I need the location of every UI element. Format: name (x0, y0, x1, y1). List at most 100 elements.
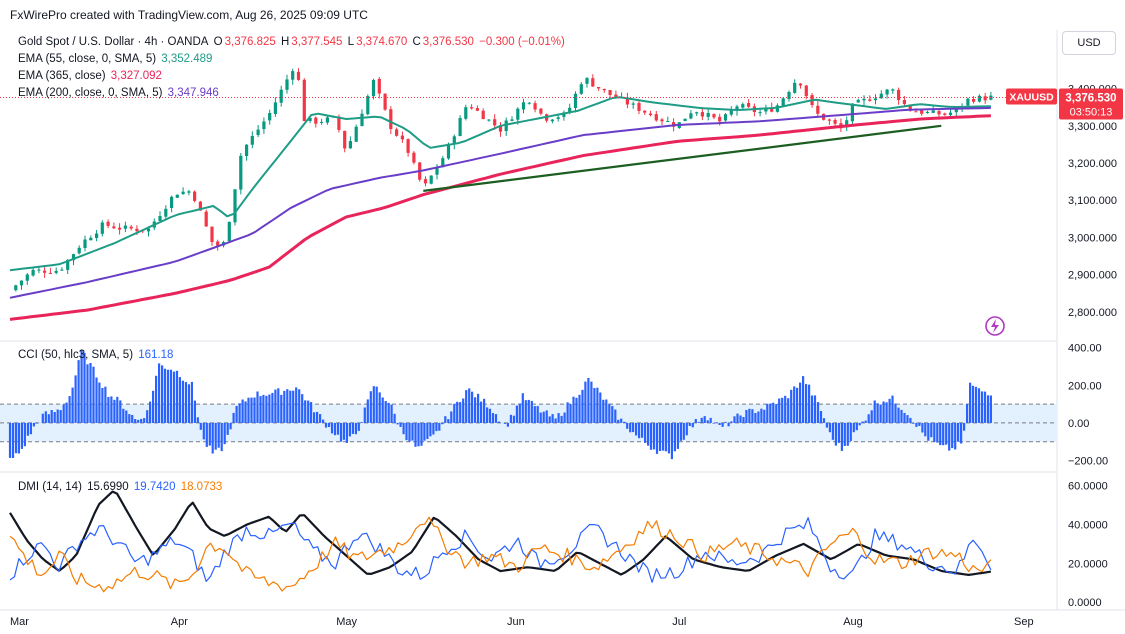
cci-bar (447, 419, 450, 423)
main-legend[interactable]: Gold Spot / U.S. Dollar · 4h · OANDA O 3,… (18, 36, 567, 48)
ema55-legend[interactable]: EMA (55, close, 0, SMA, 5) 3,352.489 (18, 53, 214, 65)
cci-bar (474, 397, 477, 423)
symbol-name: Gold Spot / U.S. Dollar · 4h · OANDA (18, 36, 209, 48)
cci-bar (933, 422, 936, 442)
cci-bar (769, 403, 772, 423)
cci-bar (691, 422, 694, 428)
symbol-badge-text: XAUUSD (1009, 92, 1054, 104)
cci-bar (26, 422, 29, 436)
candle-body (908, 104, 912, 111)
cci-bar (95, 377, 98, 423)
cci-legend[interactable]: CCI (50, hlc3, SMA, 5) 161.18 (18, 349, 175, 361)
cci-bar (614, 409, 617, 423)
candle-body (798, 83, 803, 86)
cci-bar (763, 409, 766, 423)
price-panel[interactable] (0, 68, 1057, 336)
cci-bar (799, 382, 802, 423)
flash-icon[interactable] (985, 316, 1005, 336)
cci-bar (459, 402, 462, 423)
cci-bar (196, 417, 199, 423)
cci-bar (846, 422, 849, 446)
candle-body (700, 112, 704, 117)
cci-bar (921, 422, 924, 433)
candle-body (227, 221, 231, 242)
ema365-label: EMA (365, close) (18, 70, 106, 82)
cci-bar (808, 384, 811, 423)
cci-bar (80, 350, 83, 423)
candle-body (764, 108, 768, 112)
price-tick-label: 2,800.000 (1068, 307, 1117, 319)
cci-bar (143, 418, 146, 423)
candle-body (296, 71, 301, 80)
candle-body (239, 155, 243, 190)
candle-body (729, 110, 733, 115)
cci-bar (971, 385, 975, 423)
dmi-panel[interactable] (9, 490, 992, 593)
candle-body (348, 141, 352, 149)
candle-body (879, 93, 883, 99)
cci-bar (894, 403, 897, 423)
cci-bar (316, 411, 319, 423)
cci-bar (906, 415, 909, 423)
cci-bar (864, 420, 867, 423)
dmi-label: DMI (14, 14) (18, 481, 82, 493)
cci-bar (527, 399, 530, 423)
cci-bar (199, 422, 202, 430)
ema200-legend[interactable]: EMA (200, close, 0, SMA, 5) 3,347.946 (18, 87, 221, 99)
cci-bar (304, 400, 307, 423)
cci-bar (670, 422, 673, 460)
cci-bar (324, 422, 328, 428)
cci-bar (927, 422, 930, 441)
cci-bar (635, 422, 638, 436)
dmi-adx-line[interactable] (9, 490, 992, 576)
cci-tick-label: 400.00 (1068, 343, 1102, 355)
candle-body (891, 89, 895, 91)
cci-bar (715, 422, 718, 423)
cci-bar (623, 421, 626, 423)
trendline[interactable] (423, 124, 942, 192)
cci-bar (104, 386, 107, 423)
cci-bar (647, 422, 650, 446)
ema55-label: EMA (55, close, 0, SMA, 5) (18, 53, 157, 65)
cci-bar (548, 416, 551, 423)
cci-bar (578, 394, 581, 423)
currency-button[interactable]: USD (1062, 31, 1116, 55)
ema55-line[interactable] (9, 96, 991, 272)
cci-bar (471, 391, 474, 423)
cci-bar (56, 409, 59, 423)
candle-body (931, 110, 935, 113)
change-value: −0.300 (−0.01%) (479, 36, 565, 48)
cci-panel[interactable] (0, 350, 1057, 460)
candle-body (983, 96, 987, 101)
cci-bar (602, 399, 605, 423)
cci-bar (822, 418, 826, 423)
dmi-minus-line[interactable] (9, 516, 992, 593)
ema365-legend[interactable]: EMA (365, close) 3,327.092 (18, 70, 164, 82)
candle-body (579, 84, 583, 94)
candle-body (377, 79, 381, 94)
candle-body (666, 121, 670, 122)
cci-bar (697, 421, 700, 423)
candle-body (308, 117, 312, 121)
cci-bar (957, 422, 960, 442)
cci-bar (322, 419, 325, 423)
cci-bar (825, 422, 828, 428)
dmi-legend[interactable]: DMI (14, 14) 15.6990 19.7420 18.0733 (18, 481, 224, 493)
cci-bar (271, 392, 274, 423)
ema365-line[interactable] (9, 106, 991, 299)
candle-body (856, 99, 860, 103)
cci-bar (712, 422, 715, 424)
candle-body (723, 114, 728, 121)
cci-bar (265, 395, 268, 423)
ema200-line[interactable] (9, 114, 991, 321)
cci-bar (155, 375, 158, 423)
cci-bar (673, 422, 676, 452)
dmi-value-1: 15.6990 (87, 481, 129, 493)
dmi-plus-line[interactable] (9, 517, 992, 583)
candle-body (268, 113, 272, 121)
candle-body (902, 100, 906, 104)
cci-label: CCI (50, hlc3, SMA, 5) (18, 349, 134, 361)
candle-body (89, 237, 93, 241)
candle-body (366, 96, 370, 115)
candle-body (897, 89, 901, 100)
